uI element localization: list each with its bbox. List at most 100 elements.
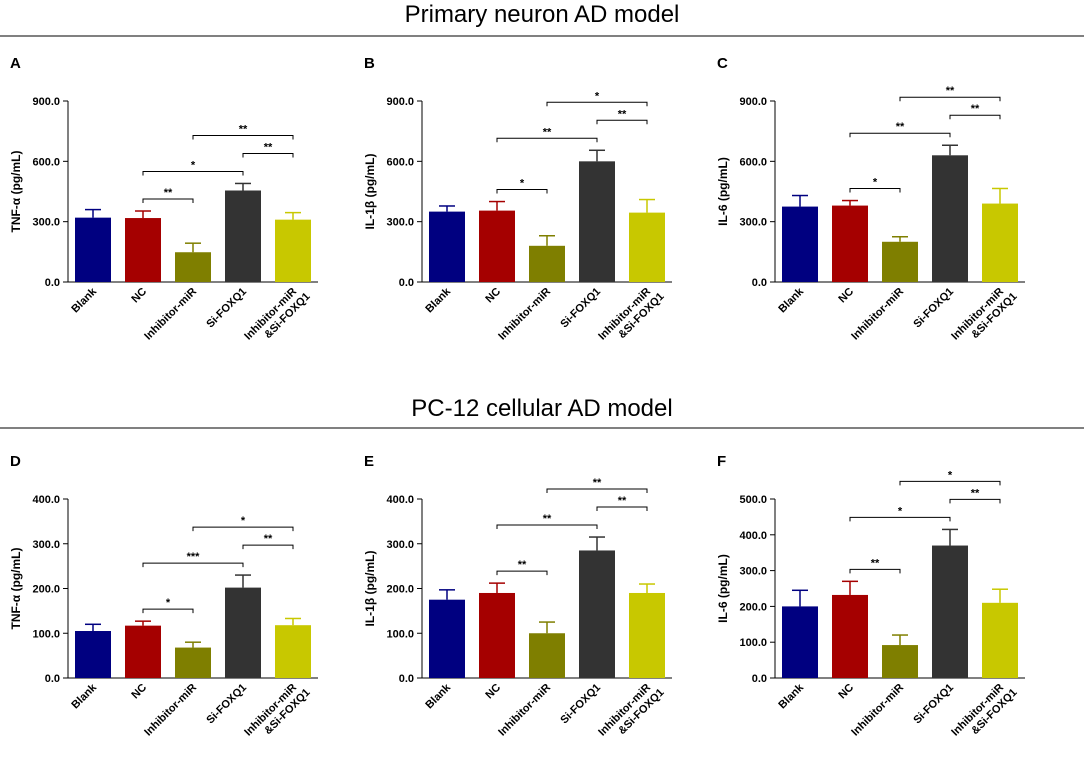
y-tick-label: 900.0 (739, 96, 767, 108)
y-axis-label: IL-6 (pg/mL) (716, 554, 730, 623)
bar (629, 212, 665, 282)
bar (932, 545, 968, 678)
bar (529, 245, 565, 282)
significance-bracket (546, 488, 648, 494)
significance-label: * (191, 159, 196, 171)
y-axis-label: TNF-α (pg/mL) (9, 547, 23, 629)
x-tick-label: NC (129, 682, 149, 702)
significance-bracket (596, 119, 648, 125)
panel-label: F (717, 453, 726, 470)
x-tick-label: NC (836, 286, 856, 306)
significance-label: ** (896, 121, 905, 133)
significance-bracket (192, 134, 294, 140)
y-axis-label: TNF-α (pg/mL) (9, 150, 23, 232)
bar (932, 155, 968, 282)
x-tick-label: Blank (776, 285, 806, 315)
y-tick-label: 400.0 (32, 494, 60, 506)
bar (529, 633, 565, 678)
x-tick-label: Inhibitor-miR (142, 682, 199, 739)
x-tick-label: Inhibitor-miR (496, 682, 553, 739)
y-tick-label: 400.0 (739, 530, 767, 542)
significance-bracket (242, 544, 294, 550)
significance-label: ** (618, 108, 627, 120)
y-tick-label: 0.0 (752, 277, 767, 289)
y-axis-label: IL-1β (pg/mL) (363, 551, 377, 627)
bar (982, 203, 1018, 282)
bar (75, 631, 111, 678)
section-title: PC-12 cellular AD model (411, 395, 672, 422)
y-tick-label: 200.0 (739, 601, 767, 613)
y-tick-label: 0.0 (399, 673, 414, 685)
x-tick-label: Inhibitor-miR (849, 286, 906, 343)
x-tick-label: Si-FOXQ1 (558, 286, 603, 331)
x-tick-label: Si-FOXQ1 (911, 682, 956, 727)
x-tick-label: Si-FOXQ1 (558, 682, 603, 727)
significance-label: ** (618, 495, 627, 507)
significance-bracket (849, 188, 901, 193)
section-title: Primary neuron AD model (405, 1, 680, 28)
y-tick-label: 0.0 (45, 277, 60, 289)
x-tick-label: Blank (776, 681, 806, 711)
significance-bracket (849, 568, 901, 574)
x-tick-label: Si-FOXQ1 (204, 286, 249, 331)
bar (782, 206, 818, 282)
x-tick-label: Inhibitor-miR (849, 682, 906, 739)
bar (175, 647, 211, 678)
bar (275, 219, 311, 282)
y-axis-label: IL-1β (pg/mL) (363, 154, 377, 230)
x-tick-label: Inhibitor-miR (496, 286, 553, 343)
bar (629, 592, 665, 678)
y-tick-label: 900.0 (386, 96, 414, 108)
bar (479, 210, 515, 282)
significance-bracket (899, 96, 1001, 102)
x-tick-label: Inhibitor-miR&Si-FOXQ1 (242, 281, 312, 351)
significance-label: ** (239, 123, 248, 135)
bar (175, 252, 211, 282)
x-tick-label: NC (129, 286, 149, 306)
significance-label: ** (971, 103, 980, 115)
significance-label: ** (518, 559, 527, 571)
significance-label: * (595, 90, 600, 102)
significance-label: * (873, 177, 878, 189)
x-tick-label: Inhibitor-miR&Si-FOXQ1 (596, 677, 666, 747)
significance-bracket (546, 101, 648, 107)
significance-bracket (142, 198, 194, 204)
bar (125, 218, 161, 282)
significance-bracket (242, 152, 294, 158)
y-tick-label: 500.0 (739, 494, 767, 506)
significance-label: ** (593, 477, 602, 489)
significance-bracket (596, 506, 648, 512)
y-tick-label: 600.0 (386, 156, 414, 168)
panel-label: E (364, 453, 374, 470)
y-tick-label: 300.0 (32, 217, 60, 229)
y-tick-label: 600.0 (739, 156, 767, 168)
x-tick-label: Inhibitor-miR&Si-FOXQ1 (242, 677, 312, 747)
y-tick-label: 0.0 (752, 673, 767, 685)
significance-label: ** (543, 126, 552, 138)
bar (125, 625, 161, 678)
significance-bracket (496, 524, 598, 530)
significance-label: ** (971, 487, 980, 499)
panel-label: A (10, 55, 21, 72)
x-tick-label: NC (483, 682, 503, 702)
significance-label: * (898, 505, 903, 517)
y-tick-label: 300.0 (739, 217, 767, 229)
significance-label: * (520, 178, 525, 190)
y-tick-label: 200.0 (386, 584, 414, 596)
significance-label: ** (264, 141, 273, 153)
significance-bracket (949, 114, 1001, 120)
x-tick-label: Blank (423, 681, 453, 711)
x-tick-label: Inhibitor-miR&Si-FOXQ1 (949, 677, 1019, 747)
significance-bracket (949, 498, 1001, 504)
y-tick-label: 100.0 (386, 628, 414, 640)
significance-bracket (496, 137, 598, 143)
panel-label: B (364, 55, 375, 72)
significance-label: ** (871, 557, 880, 569)
significance-bracket (849, 516, 951, 522)
y-tick-label: 300.0 (386, 539, 414, 551)
y-tick-label: 0.0 (399, 277, 414, 289)
bar (882, 241, 918, 282)
y-tick-label: 600.0 (32, 156, 60, 168)
y-tick-label: 900.0 (32, 96, 60, 108)
